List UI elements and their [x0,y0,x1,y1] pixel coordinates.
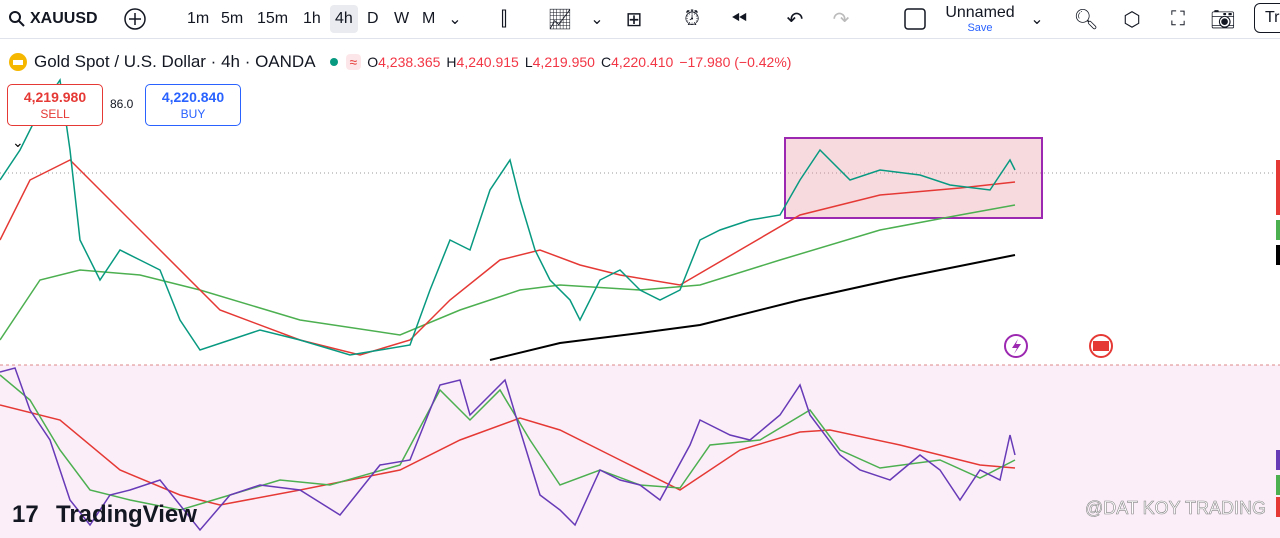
settings-button[interactable]: ⬡ [1123,8,1141,31]
watermark: @DAT KOY TRADING [1085,498,1266,518]
quick-search-button[interactable]: 🔍︎ [1073,8,1099,31]
redo-button[interactable]: ↷ [832,8,850,31]
spread: 86.0 [110,97,134,111]
interval-button[interactable]: D [367,10,379,27]
indicators-button[interactable]: 📈︎ [547,8,573,31]
ohlc-value: 4,240.915 [456,54,519,70]
ma-200 [489,254,1016,361]
trade-button-label: Tr [1265,9,1280,26]
buy-label: BUY [180,107,206,121]
layout-checkbox[interactable] [903,0,927,38]
data-delay-badge[interactable]: ≈ [345,54,362,70]
rsi-ma [0,404,1016,506]
trade-button[interactable]: Tr [1254,3,1280,33]
interval-button[interactable]: 1m [187,10,210,27]
ohlc-item: L4,219.950 [525,54,595,70]
ohlc-item: O4,238.365 [367,54,440,70]
axis-marker [1276,497,1280,517]
axis-marker [1276,475,1280,495]
compare-button[interactable] [122,0,148,38]
interval-button[interactable]: 1h [303,10,321,27]
ma-50 [0,159,1016,356]
axis-marker [1276,450,1280,470]
rsi-line [0,367,1016,532]
interval-button[interactable]: M [422,10,436,27]
collapse-button[interactable]: ⌄ [12,134,24,150]
sell-label: SELL [40,107,70,121]
chart-type-button[interactable]: ⫿ [500,7,508,30]
layout-dropdown[interactable]: ⌄ [1030,11,1044,28]
indicators-dropdown[interactable]: ⌄ [590,11,604,28]
fullscreen-button[interactable]: ⛶ [1171,7,1185,30]
price-change: −17.980 (−0.42%) [679,54,792,70]
axis-marker [1276,160,1280,215]
event-bolt [1012,339,1021,354]
alert-button[interactable]: ⏰︎ [684,7,700,30]
flag [1093,341,1109,351]
undo-button[interactable]: ↶ [786,8,804,31]
ohlc-label: L [524,54,533,70]
ohlc-value: 4,220.410 [611,54,674,70]
axis-marker [1276,220,1280,240]
interval-button[interactable]: 5m [221,10,244,27]
interval-button[interactable]: W [394,10,410,27]
toolbar: XAUUSD ⌄ ⫿ 📈︎ ⌄ ⊞ ⏰︎ ⏪︎ ↶ ↷ Unnamed Save… [0,0,1280,39]
ohlc-value: 4,238.365 [378,54,441,70]
price-series [0,77,1016,356]
ohlc-label: O [367,54,379,70]
interval-dropdown[interactable]: ⌄ [448,11,462,28]
ohlc-values: O4,238.365 H4,240.915 L4,219.950 C4,220.410 [361,52,673,72]
range-box [784,137,1043,219]
replay-button[interactable]: ⏪︎ [731,7,747,30]
symbol: XAUUSD [30,10,98,27]
interval-button[interactable]: 4h [330,5,358,33]
symbol-logo [9,53,27,71]
axis-marker [1276,245,1280,265]
legend: Gold Spot / U.S. Dollar · 4h · OANDA ≈ O… [8,52,791,72]
logo-mark: 17 [12,501,39,528]
sell-price: 4,219.980 [23,89,87,105]
buy-price: 4,220.840 [161,89,225,105]
save-status: Save [967,22,993,34]
ohlc-value: 4,219.950 [532,54,595,70]
layout-name[interactable]: Unnamed Save [940,0,1020,38]
ohlc-label: C [600,54,612,70]
ma-100 [0,204,1016,341]
layout-title: Unnamed [945,4,1015,21]
interval-button[interactable]: 15m [257,10,289,27]
legend-title: Gold Spot / U.S. Dollar · 4h · OANDA [34,52,316,71]
templates-button[interactable]: ⊞ [625,8,643,31]
logo-text: TradingView [56,501,197,528]
symbol-search[interactable]: XAUUSD [8,0,98,38]
ohlc-item: H4,240.915 [446,54,518,70]
ohlc-item: C4,220.410 [601,54,673,70]
rsi-pane [0,365,1280,538]
market-status [329,58,338,66]
buy-button[interactable]: 4,220.840 BUY [145,84,241,126]
sell-button[interactable]: 4,219.980 SELL [7,84,103,126]
ohlc-label: H [446,54,457,70]
search-icon [9,11,25,27]
snapshot-button[interactable]: 📷︎ [1210,8,1236,31]
